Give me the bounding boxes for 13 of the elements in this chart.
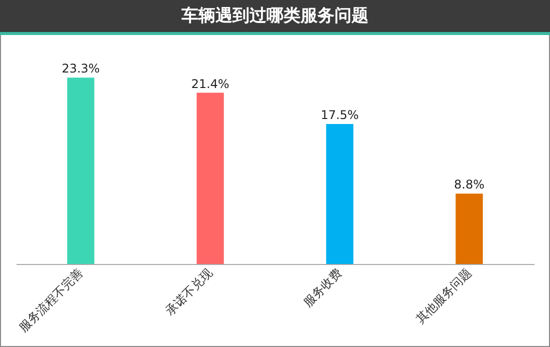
x-tick-label: 服务流程不完善	[16, 266, 86, 335]
bar	[196, 92, 224, 264]
bar	[67, 78, 94, 264]
x-tick-label: 服务收费	[300, 266, 345, 310]
bar	[326, 124, 354, 264]
chart-title: 车辆遇到过哪类服务问题	[0, 0, 550, 35]
data-label: 23.3%	[62, 62, 100, 76]
bar	[456, 194, 483, 264]
data-label: 8.8%	[454, 178, 484, 192]
x-tick-label: 承诺不兑现	[162, 266, 216, 318]
data-label: 21.4%	[191, 76, 230, 91]
x-tick-label: 其他服务问题	[413, 266, 474, 326]
data-label: 17.5%	[320, 108, 359, 122]
